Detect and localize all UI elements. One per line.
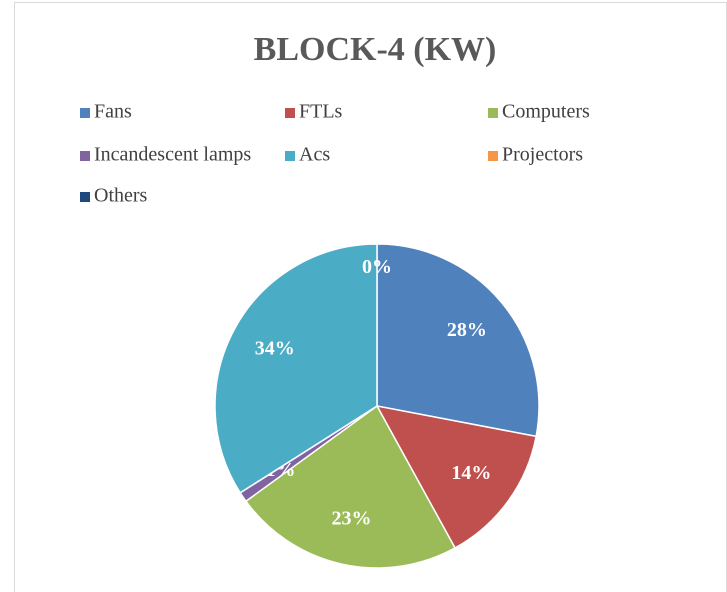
- data-label: 28%: [447, 319, 487, 341]
- legend-swatch: [285, 108, 295, 118]
- legend-label: Computers: [502, 101, 590, 123]
- data-label: 14%: [451, 462, 491, 484]
- data-label: 34%: [255, 337, 295, 359]
- legend-label: Acs: [299, 144, 330, 166]
- data-label: 23%: [332, 507, 372, 529]
- legend-label: Incandescent lamps: [94, 144, 251, 166]
- legend-label: FTLs: [299, 101, 343, 123]
- pie-slice: [214, 243, 378, 494]
- legend-swatch: [80, 108, 90, 118]
- pie-slice: [375, 404, 538, 549]
- legend-label: Others: [94, 185, 148, 207]
- legend-label: Projectors: [502, 144, 583, 166]
- legend-swatch: [488, 151, 498, 161]
- legend-label: Fans: [94, 101, 132, 123]
- legend-swatch: [80, 192, 90, 202]
- chart-title: BLOCK-4 (KW): [254, 31, 497, 68]
- pie-slice: [376, 243, 540, 438]
- legend-swatch: [80, 151, 90, 161]
- data-label: 0%: [362, 256, 392, 278]
- legend-swatch: [488, 108, 498, 118]
- pie-slice: [244, 404, 457, 569]
- legend-swatch: [285, 151, 295, 161]
